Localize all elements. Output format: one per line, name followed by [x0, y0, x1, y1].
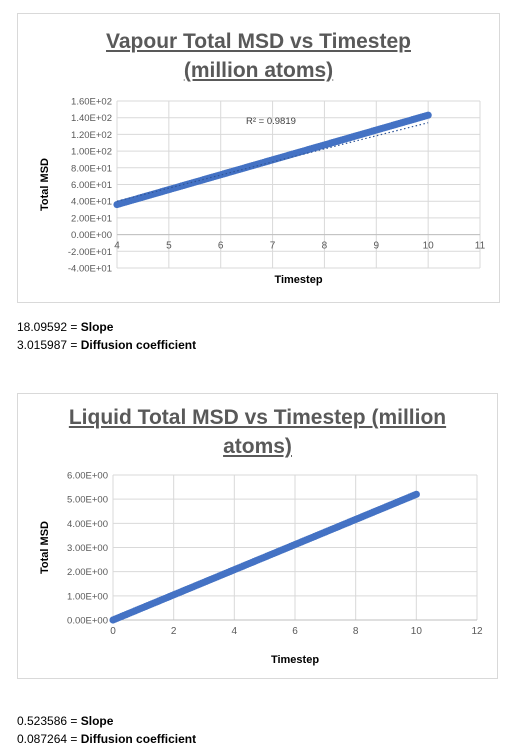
note-value: 0.523586 = — [17, 714, 81, 728]
y-tick-label: 1.00E+02 — [71, 147, 112, 158]
y-tick-label: 1.00E+00 — [67, 591, 108, 602]
x-tick-label: 4 — [114, 241, 120, 252]
y-tick-label: -4.00E+01 — [68, 264, 112, 275]
note-value: 0.087264 = — [17, 732, 81, 746]
note-label: Slope — [80, 320, 114, 334]
vapour-plot-area: -4.00E+01 -2.00E+01 0.00E+00 2.00E+01 4.00E+… — [39, 97, 486, 287]
y-tick-label: 4.00E+01 — [71, 197, 112, 208]
chart-title-line1: Vapour Total MSD vs Timestep — [106, 30, 411, 53]
y-tick-label: 0.00E+00 — [71, 230, 112, 241]
liquid-diffusion-note: 0.087264 = Diffusion coefficient — [17, 731, 196, 747]
note-label: Diffusion coefficient — [80, 338, 197, 352]
y-tick-label: 1.20E+02 — [71, 130, 112, 141]
chart-title-line1: Liquid Total MSD vs Timestep (million — [68, 406, 447, 429]
data-point — [424, 111, 432, 119]
y-axis-title: Total MSD — [39, 158, 51, 211]
x-tick-label: 2 — [171, 626, 177, 637]
x-tick-label: 12 — [471, 626, 483, 637]
y-tick-label: 3.00E+00 — [67, 543, 108, 554]
data-point — [412, 490, 420, 498]
vapour-slope-note: 18.09592 = Slope — [17, 319, 113, 335]
y-tick-label: 4.00E+00 — [67, 519, 108, 530]
x-tick-label: 7 — [270, 241, 276, 252]
x-tick-label: 10 — [411, 626, 423, 637]
y-tick-label: 1.40E+02 — [71, 113, 112, 124]
liquid-slope-note: 0.523586 = Slope — [17, 713, 113, 729]
x-tick-label: 10 — [423, 241, 435, 252]
x-axis-title: Timestep — [271, 654, 319, 666]
y-tick-label: 2.00E+01 — [71, 213, 112, 224]
y-tick-label: 1.60E+02 — [71, 97, 112, 108]
y-tick-label: 8.00E+01 — [71, 163, 112, 174]
x-tick-label: 8 — [322, 241, 328, 252]
note-value: 18.09592 = — [17, 320, 81, 334]
y-axis-title: Total MSD — [39, 521, 51, 574]
x-tick-label: 11 — [475, 241, 486, 252]
x-tick-label: 6 — [292, 626, 298, 637]
y-tick-label: 6.00E+00 — [67, 471, 108, 482]
x-tick-label: 0 — [110, 626, 116, 637]
y-tick-label: 5.00E+00 — [67, 495, 108, 506]
vapour-msd-chart: Vapour Total MSD vs Timestep (million at… — [17, 13, 500, 303]
note-label: Diffusion coefficient — [80, 732, 197, 746]
chart-title: Vapour Total MSD vs Timestep (million at… — [18, 27, 499, 85]
y-tick-label: 2.00E+00 — [67, 567, 108, 578]
x-tick-label: 6 — [218, 241, 224, 252]
chart-title: Liquid Total MSD vs Timestep (million at… — [18, 403, 497, 461]
note-value: 3.015987 = — [17, 338, 81, 352]
chart-title-line2: (million atoms) — [183, 59, 334, 82]
x-axis-title: Timestep — [274, 274, 322, 286]
y-tick-label: -2.00E+01 — [68, 247, 112, 258]
liquid-plot-area: 0.00E+00 1.00E+00 2.00E+00 3.00E+00 4.00E+00… — [39, 471, 483, 667]
liquid-msd-chart: Liquid Total MSD vs Timestep (million at… — [17, 393, 498, 679]
y-tick-label: 0.00E+00 — [67, 616, 108, 627]
x-tick-label: 9 — [374, 241, 380, 252]
x-tick-label: 8 — [353, 626, 359, 637]
vapour-diffusion-note: 3.015987 = Diffusion coefficient — [17, 337, 196, 353]
r-squared-label: R² = 0.9819 — [246, 116, 296, 127]
trendline — [116, 122, 429, 202]
x-tick-label: 4 — [232, 626, 238, 637]
x-tick-label: 5 — [166, 241, 172, 252]
chart-title-line2: atoms) — [223, 435, 292, 458]
note-label: Slope — [80, 714, 114, 728]
y-tick-label: 6.00E+01 — [71, 180, 112, 191]
